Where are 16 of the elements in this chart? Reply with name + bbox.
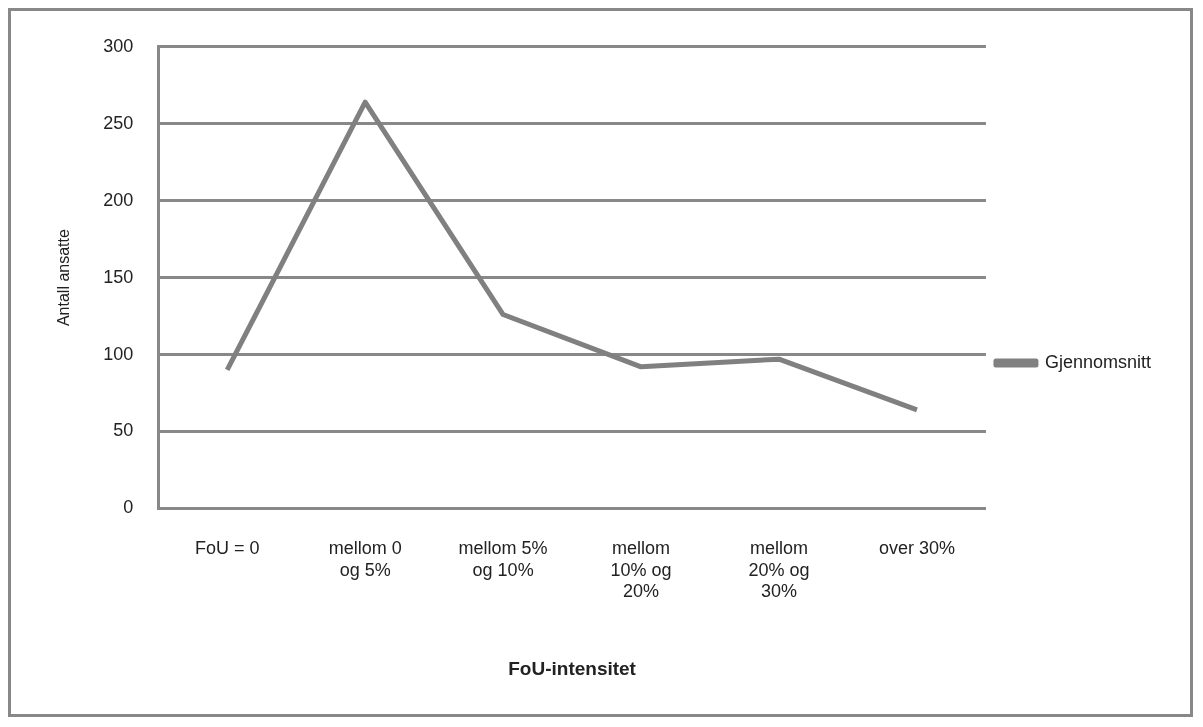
x-tick-label: mellom 0 og 5% [328,538,402,580]
y-tick-label: 0 [123,497,134,518]
x-tick-label: mellom 20% og 30% [748,538,810,602]
x-tick-label: mellom 10% og 20% [610,538,672,602]
y-tick-label: 150 [103,266,134,287]
y-tick-label: 50 [113,420,134,441]
x-axis-title: FoU-intensitet [508,657,637,679]
y-tick-label: 100 [103,343,134,364]
y-tick-label: 250 [103,112,134,133]
x-tick-label: mellom 5% og 10% [458,538,548,580]
y-axis-title: Antall ansatte [55,229,73,327]
x-tick-label: over 30% [878,538,955,559]
x-tick-label: FoU = 0 [194,538,260,559]
legend-label: Gjennomsnitt [1044,351,1152,372]
y-tick-label: 200 [103,189,134,210]
y-tick-label: 300 [103,35,134,56]
